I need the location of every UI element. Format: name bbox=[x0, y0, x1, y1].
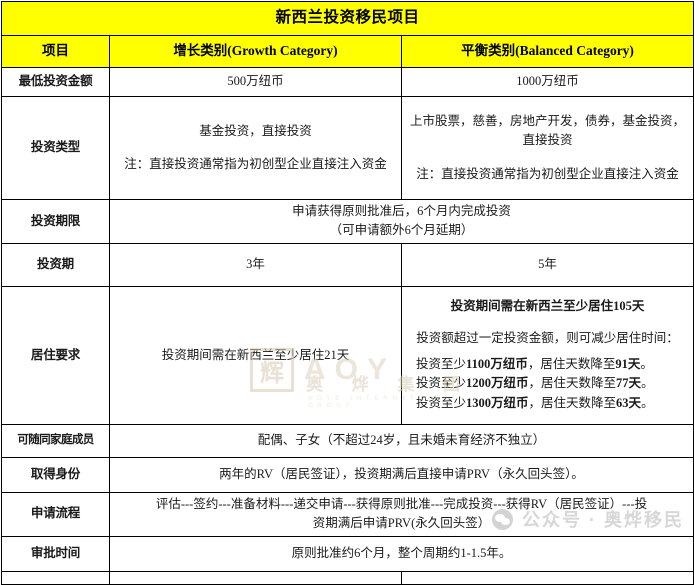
cell-identity: 两年的RV（居民签证），投资期满后直接申请PRV（永久回头签）。 bbox=[108, 456, 694, 493]
cell-residency-growth: 投资期间需在新西兰至少居住21天 bbox=[109, 285, 402, 425]
tier-prefix: 投资至少 bbox=[416, 357, 467, 372]
tier-middle: ，居住天数降至 bbox=[528, 395, 617, 410]
row-label-family-members: 可随同家庭成员 bbox=[1, 423, 110, 458]
residency-balanced-main: 投资期间需在新西兰至少居住105天 bbox=[450, 299, 645, 314]
row-label-identity: 取得身份 bbox=[1, 456, 110, 493]
table-row: 投资类型 基金投资，直接投资 注：直接投资通常指为初创型企业直接注入资金 上市股… bbox=[1, 96, 694, 200]
residency-tier-row: 投资至少1100万纽币，居住天数降至91天。 bbox=[416, 355, 689, 374]
table-row: 投资期限 申请获得原则批准后，6个月内完成投资 （可申请额外6个月延期） bbox=[1, 199, 694, 244]
tier-days: 91天 bbox=[615, 357, 641, 372]
row-label-investment-period: 投资期 bbox=[1, 242, 110, 287]
tier-suffix: 。 bbox=[640, 357, 653, 372]
investment-type-growth-main: 基金投资，直接投资 bbox=[199, 123, 312, 138]
residency-balanced-lead: 投资额超过一定投资金额，则可减少居住时间： bbox=[416, 330, 679, 345]
cell-min-investment-balanced: 1000万纽币 bbox=[400, 67, 694, 97]
cell-approval-time: 原则批准约6个月，整个周期约1-1.5年。 bbox=[108, 535, 694, 572]
table-row: 居住要求 投资期间需在新西兰至少居住21天 投资期间需在新西兰至少居住105天 … bbox=[1, 285, 694, 425]
cell-investment-period-balanced: 5年 bbox=[400, 242, 694, 287]
investment-type-growth-note: 注：直接投资通常指为初创型企业直接注入资金 bbox=[124, 157, 387, 171]
residency-tier-list: 投资至少1100万纽币，居住天数降至91天。 投资至少1200万纽币，居住天数降… bbox=[406, 355, 689, 413]
cell-min-investment-growth: 500万纽币 bbox=[109, 67, 402, 97]
column-header-label: 项目 bbox=[1, 35, 110, 68]
table-row: 取得身份 两年的RV（居民签证），投资期满后直接申请PRV（永久回头签）。 bbox=[1, 456, 694, 493]
page-title: 新西兰投资移民项目 bbox=[0, 1, 694, 36]
tier-suffix: 。 bbox=[641, 376, 654, 391]
table-row-partial bbox=[1, 570, 694, 585]
cell-investment-period-growth: 3年 bbox=[109, 242, 402, 287]
cell-partial-balanced bbox=[400, 570, 694, 585]
residency-tier-row: 投资至少1300万纽币，居住天数降至63天。 bbox=[416, 394, 689, 413]
cell-residency-balanced: 投资期间需在新西兰至少居住105天 投资额超过一定投资金额，则可减少居住时间： … bbox=[400, 285, 694, 425]
cell-investment-type-growth: 基金投资，直接投资 注：直接投资通常指为初创型企业直接注入资金 bbox=[109, 96, 402, 200]
row-label-process: 申请流程 bbox=[1, 491, 110, 537]
table-row: 投资期 3年 5年 bbox=[1, 242, 694, 287]
process-line1: 评估---签约---准备材料---递交申请---获得原则批准---完成投资---… bbox=[155, 496, 648, 511]
residency-tier-row: 投资至少1200万纽币，居住天数降至77天。 bbox=[416, 374, 689, 393]
tier-middle: ，居住天数降至 bbox=[527, 357, 616, 372]
cell-process: 评估---签约---准备材料---递交申请---获得原则批准---完成投资---… bbox=[108, 491, 694, 537]
tier-amount: 1200万纽币 bbox=[466, 376, 529, 391]
tier-middle: ，居住天数降至 bbox=[528, 376, 617, 391]
table-row: 审批时间 原则批准约6个月，整个周期约1-1.5年。 bbox=[1, 535, 694, 572]
tier-amount: 1300万纽币 bbox=[466, 395, 529, 410]
row-label-investment-term: 投资期限 bbox=[1, 199, 110, 244]
row-label-residency: 居住要求 bbox=[1, 285, 110, 425]
tier-prefix: 投资至少 bbox=[416, 376, 467, 391]
investment-type-balanced-note: 注：直接投资通常指为初创型企业直接注入资金 bbox=[416, 166, 679, 181]
tier-amount: 1100万纽币 bbox=[466, 357, 528, 372]
column-header-balanced: 平衡类别(Balanced Category) bbox=[400, 35, 694, 68]
tier-prefix: 投资至少 bbox=[416, 395, 467, 410]
investment-type-balanced-main: 上市股票，慈善，房地产开发，债券，基金投资，直接投资 bbox=[410, 113, 686, 148]
tier-days: 63天 bbox=[616, 395, 642, 410]
process-line2: 资期满后申请PRV(永久回头签） bbox=[312, 516, 491, 531]
table-header-row: 项目 增长类别(Growth Category) 平衡类别(Balanced C… bbox=[1, 35, 694, 68]
cell-partial-label bbox=[1, 570, 110, 585]
cell-investment-term: 申请获得原则批准后，6个月内完成投资 （可申请额外6个月延期） bbox=[108, 199, 694, 244]
table-row: 最低投资金额 500万纽币 1000万纽币 bbox=[1, 67, 694, 97]
table-title-row: 新西兰投资移民项目 bbox=[0, 1, 694, 36]
tier-suffix: 。 bbox=[641, 395, 654, 410]
row-label-approval-time: 审批时间 bbox=[1, 535, 110, 572]
table-row: 可随同家庭成员 配偶、子女（不超过24岁，且未婚未育经济不独立） bbox=[1, 423, 694, 458]
investment-term-line1: 申请获得原则批准后，6个月内完成投资 bbox=[292, 204, 511, 218]
row-label-investment-type: 投资类型 bbox=[1, 96, 110, 200]
column-header-growth: 增长类别(Growth Category) bbox=[109, 35, 402, 68]
table-row: 申请流程 评估---签约---准备材料---递交申请---获得原则批准---完成… bbox=[1, 491, 694, 537]
investment-term-line2: （可申请额外6个月延期） bbox=[329, 223, 474, 238]
cell-partial-growth bbox=[109, 570, 402, 585]
cell-family-members: 配偶、子女（不超过24岁，且未婚未育经济不独立） bbox=[108, 423, 694, 458]
cell-investment-type-balanced: 上市股票，慈善，房地产开发，债券，基金投资，直接投资 注：直接投资通常指为初创型… bbox=[400, 96, 694, 200]
row-label-min-investment: 最低投资金额 bbox=[1, 67, 110, 97]
tier-days: 77天 bbox=[616, 376, 642, 391]
